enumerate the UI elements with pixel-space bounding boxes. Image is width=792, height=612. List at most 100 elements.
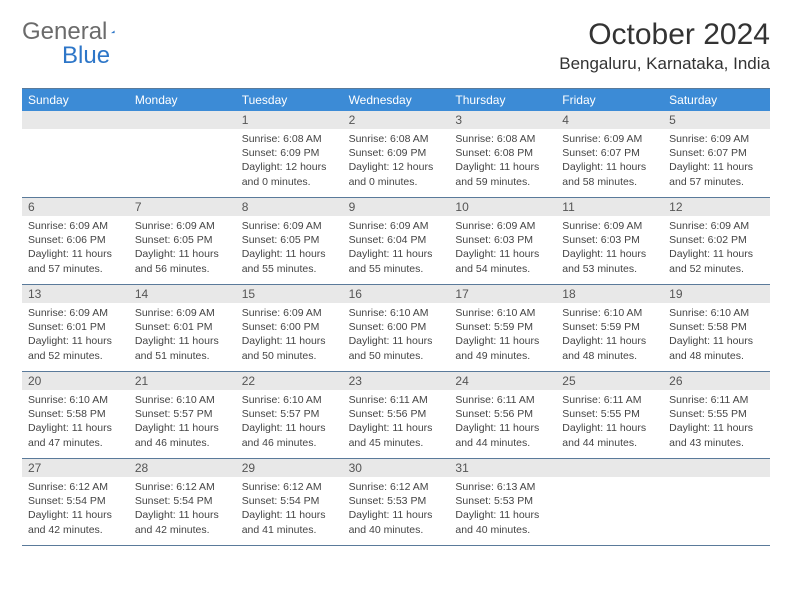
daylight-text: Daylight: 11 hours and 42 minutes. (28, 508, 123, 536)
daylight-text: Daylight: 11 hours and 48 minutes. (669, 334, 764, 362)
day-number: 16 (343, 285, 450, 303)
daylight-text: Daylight: 12 hours and 0 minutes. (349, 160, 444, 188)
sunset-text: Sunset: 6:01 PM (135, 320, 230, 334)
week-row: 6Sunrise: 6:09 AMSunset: 6:06 PMDaylight… (22, 198, 770, 285)
day-info: Sunrise: 6:11 AMSunset: 5:55 PMDaylight:… (663, 390, 770, 456)
daylight-text: Daylight: 11 hours and 51 minutes. (135, 334, 230, 362)
day-number: 9 (343, 198, 450, 216)
sunset-text: Sunset: 6:05 PM (135, 233, 230, 247)
sunrise-text: Sunrise: 6:08 AM (455, 132, 550, 146)
sunrise-text: Sunrise: 6:13 AM (455, 480, 550, 494)
day-info: Sunrise: 6:12 AMSunset: 5:53 PMDaylight:… (343, 477, 450, 543)
title-block: October 2024 Bengaluru, Karnataka, India (559, 18, 770, 74)
dow-header: Thursday (449, 89, 556, 111)
day-info: Sunrise: 6:10 AMSunset: 5:57 PMDaylight:… (236, 390, 343, 456)
day-info: Sunrise: 6:08 AMSunset: 6:09 PMDaylight:… (343, 129, 450, 195)
calendar: SundayMondayTuesdayWednesdayThursdayFrid… (22, 88, 770, 546)
day-number: 7 (129, 198, 236, 216)
day-number: 6 (22, 198, 129, 216)
day-info: Sunrise: 6:09 AMSunset: 6:05 PMDaylight:… (236, 216, 343, 282)
day-cell: 8Sunrise: 6:09 AMSunset: 6:05 PMDaylight… (236, 198, 343, 284)
day-number: 24 (449, 372, 556, 390)
daylight-text: Daylight: 11 hours and 43 minutes. (669, 421, 764, 449)
location: Bengaluru, Karnataka, India (559, 54, 770, 74)
sunrise-text: Sunrise: 6:09 AM (135, 219, 230, 233)
daylight-text: Daylight: 11 hours and 47 minutes. (28, 421, 123, 449)
day-cell: 12Sunrise: 6:09 AMSunset: 6:02 PMDayligh… (663, 198, 770, 284)
day-cell: 6Sunrise: 6:09 AMSunset: 6:06 PMDaylight… (22, 198, 129, 284)
day-info: Sunrise: 6:11 AMSunset: 5:56 PMDaylight:… (449, 390, 556, 456)
sunset-text: Sunset: 6:00 PM (349, 320, 444, 334)
sunset-text: Sunset: 5:54 PM (135, 494, 230, 508)
sunrise-text: Sunrise: 6:09 AM (562, 132, 657, 146)
day-cell: 23Sunrise: 6:11 AMSunset: 5:56 PMDayligh… (343, 372, 450, 458)
daylight-text: Daylight: 11 hours and 57 minutes. (669, 160, 764, 188)
sunset-text: Sunset: 5:56 PM (349, 407, 444, 421)
day-number: 12 (663, 198, 770, 216)
day-info: Sunrise: 6:09 AMSunset: 6:07 PMDaylight:… (663, 129, 770, 195)
sunset-text: Sunset: 5:59 PM (455, 320, 550, 334)
day-cell: 16Sunrise: 6:10 AMSunset: 6:00 PMDayligh… (343, 285, 450, 371)
sunrise-text: Sunrise: 6:12 AM (349, 480, 444, 494)
day-number: 28 (129, 459, 236, 477)
day-info: Sunrise: 6:10 AMSunset: 5:58 PMDaylight:… (22, 390, 129, 456)
day-number: 3 (449, 111, 556, 129)
sunrise-text: Sunrise: 6:09 AM (242, 219, 337, 233)
daylight-text: Daylight: 11 hours and 58 minutes. (562, 160, 657, 188)
daylight-text: Daylight: 11 hours and 45 minutes. (349, 421, 444, 449)
day-info: Sunrise: 6:09 AMSunset: 6:07 PMDaylight:… (556, 129, 663, 195)
day-cell: 30Sunrise: 6:12 AMSunset: 5:53 PMDayligh… (343, 459, 450, 545)
daylight-text: Daylight: 11 hours and 55 minutes. (349, 247, 444, 275)
day-cell: 29Sunrise: 6:12 AMSunset: 5:54 PMDayligh… (236, 459, 343, 545)
sunset-text: Sunset: 5:55 PM (562, 407, 657, 421)
sunrise-text: Sunrise: 6:12 AM (135, 480, 230, 494)
sunrise-text: Sunrise: 6:09 AM (349, 219, 444, 233)
day-number (663, 459, 770, 477)
sunrise-text: Sunrise: 6:10 AM (349, 306, 444, 320)
sunset-text: Sunset: 5:56 PM (455, 407, 550, 421)
sunrise-text: Sunrise: 6:09 AM (242, 306, 337, 320)
day-info: Sunrise: 6:08 AMSunset: 6:09 PMDaylight:… (236, 129, 343, 195)
day-number: 8 (236, 198, 343, 216)
dow-header: Friday (556, 89, 663, 111)
day-number: 5 (663, 111, 770, 129)
week-row: 27Sunrise: 6:12 AMSunset: 5:54 PMDayligh… (22, 459, 770, 546)
sunrise-text: Sunrise: 6:09 AM (28, 306, 123, 320)
logo-triangle-icon (111, 23, 115, 41)
day-number: 11 (556, 198, 663, 216)
day-cell: 24Sunrise: 6:11 AMSunset: 5:56 PMDayligh… (449, 372, 556, 458)
sunrise-text: Sunrise: 6:10 AM (135, 393, 230, 407)
daylight-text: Daylight: 11 hours and 52 minutes. (28, 334, 123, 362)
day-cell (22, 111, 129, 197)
day-number: 19 (663, 285, 770, 303)
sunrise-text: Sunrise: 6:11 AM (455, 393, 550, 407)
sunset-text: Sunset: 6:03 PM (562, 233, 657, 247)
day-number: 10 (449, 198, 556, 216)
day-info: Sunrise: 6:09 AMSunset: 6:03 PMDaylight:… (449, 216, 556, 282)
day-cell: 5Sunrise: 6:09 AMSunset: 6:07 PMDaylight… (663, 111, 770, 197)
day-cell: 19Sunrise: 6:10 AMSunset: 5:58 PMDayligh… (663, 285, 770, 371)
day-cell: 31Sunrise: 6:13 AMSunset: 5:53 PMDayligh… (449, 459, 556, 545)
sunset-text: Sunset: 6:07 PM (562, 146, 657, 160)
day-number: 18 (556, 285, 663, 303)
daylight-text: Daylight: 11 hours and 40 minutes. (349, 508, 444, 536)
dow-header: Sunday (22, 89, 129, 111)
day-cell (556, 459, 663, 545)
day-number: 15 (236, 285, 343, 303)
day-number: 30 (343, 459, 450, 477)
sunrise-text: Sunrise: 6:10 AM (28, 393, 123, 407)
day-cell: 15Sunrise: 6:09 AMSunset: 6:00 PMDayligh… (236, 285, 343, 371)
day-number: 17 (449, 285, 556, 303)
sunrise-text: Sunrise: 6:09 AM (669, 219, 764, 233)
day-info: Sunrise: 6:09 AMSunset: 6:01 PMDaylight:… (22, 303, 129, 369)
sunrise-text: Sunrise: 6:09 AM (28, 219, 123, 233)
day-cell: 25Sunrise: 6:11 AMSunset: 5:55 PMDayligh… (556, 372, 663, 458)
day-info: Sunrise: 6:12 AMSunset: 5:54 PMDaylight:… (236, 477, 343, 543)
sunset-text: Sunset: 5:53 PM (455, 494, 550, 508)
day-cell: 4Sunrise: 6:09 AMSunset: 6:07 PMDaylight… (556, 111, 663, 197)
dow-header: Saturday (663, 89, 770, 111)
day-number: 2 (343, 111, 450, 129)
sunset-text: Sunset: 6:02 PM (669, 233, 764, 247)
daylight-text: Daylight: 11 hours and 49 minutes. (455, 334, 550, 362)
dow-header: Wednesday (343, 89, 450, 111)
